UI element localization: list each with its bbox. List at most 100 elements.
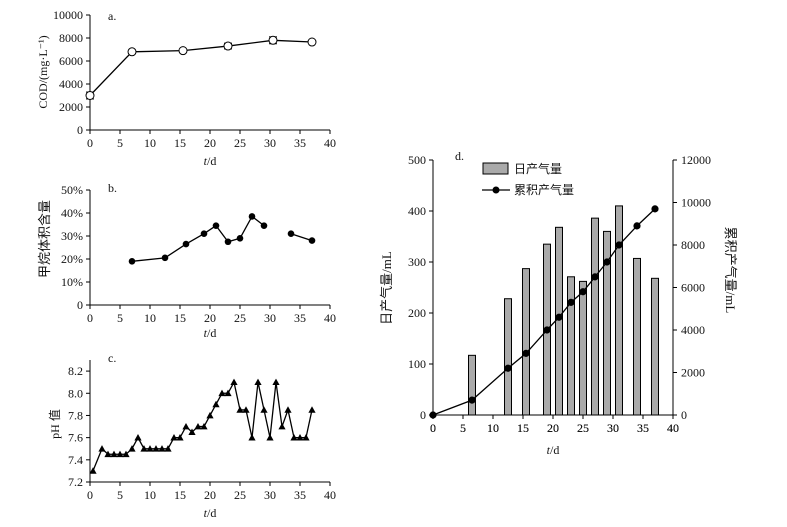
panel-c-data-point <box>254 378 262 386</box>
panel-a-x-tick-label: 20 <box>204 136 216 150</box>
panel-d-x-tick-label: 5 <box>460 421 466 435</box>
panel-d-y-tick-label: 300 <box>408 255 426 269</box>
panel-d-label: d. <box>455 149 464 163</box>
panel-c-x-tick-label: 5 <box>117 488 123 502</box>
panel-a-data-point <box>85 91 95 100</box>
panel-b-series-line <box>290 233 313 242</box>
panel-d-data-point <box>579 288 587 296</box>
panel-b-x-tick-label: 25 <box>234 311 246 325</box>
panel-d-bar <box>567 276 575 416</box>
panel-d-x-tick-label: 35 <box>637 421 649 435</box>
legend-line-label: 累积产气量 <box>514 182 574 197</box>
panel-d-right-x-tick-label: 40 <box>667 421 679 435</box>
panel-c-x-tick-label: 35 <box>294 488 306 502</box>
panel-c-data-point <box>140 445 148 452</box>
panel-c-data-point <box>98 445 106 452</box>
panel-a-xlabel: t/d <box>204 154 217 168</box>
panel-b-x-tick-label: 20 <box>204 311 216 325</box>
panel-d-ylabel-right: 累积产气量/mL <box>723 227 738 314</box>
panel-c-data-point <box>200 422 208 430</box>
panel-d-y-tick-label: 0 <box>420 408 426 422</box>
panel-c-x-tick-label: 20 <box>204 488 216 502</box>
panel-d-legend: 日产气量 累积产气量 <box>482 161 574 197</box>
panel-b-x-tick-label: 30 <box>264 311 276 325</box>
panel-c-data-point <box>284 406 292 413</box>
panel-a-cod-chart: a. COD/(mg·L⁻¹) t/d 0 5 10 15 20 25 30 35 40 0 200… <box>36 8 336 168</box>
panel-b-y-tick-label: 50% <box>61 183 83 197</box>
panel-b-data-point <box>161 254 169 262</box>
panel-d-data-point <box>633 222 641 230</box>
panel-a-y-tick-label: 4000 <box>59 77 83 91</box>
panel-c-data-point <box>260 406 268 413</box>
panel-d-data-point <box>522 349 530 357</box>
panel-c-data-point <box>230 378 238 386</box>
panel-d-bar <box>555 226 563 416</box>
panel-c-data-point <box>110 450 118 458</box>
panel-d-y-tick-label: 400 <box>408 204 426 218</box>
panel-c-x-tick-label: 15 <box>174 488 186 502</box>
panel-c-data-point <box>290 434 298 441</box>
panel-d-data-point <box>651 205 659 213</box>
panel-c-x-tick-label: 30 <box>264 488 276 502</box>
panel-d-data-point <box>555 313 563 321</box>
panel-a-x-tick-label: 0 <box>87 136 93 150</box>
panel-a-data-point <box>268 35 278 45</box>
panel-b-y-tick-label: 10% <box>61 275 83 289</box>
panel-d-x-tick-label: 15 <box>517 421 529 435</box>
panel-d-right-x-tick-label: 35 <box>637 421 649 435</box>
panel-d-right-y-tick-label: 10000 <box>681 196 711 210</box>
panel-b-x-tick-label: 0 <box>87 311 93 325</box>
panel-c-data-point <box>188 428 196 435</box>
panel-b-data-point <box>248 213 256 220</box>
panel-c-ylabel: pH 值 <box>47 409 62 439</box>
panel-c-data-point <box>152 445 160 452</box>
panel-d-right-y-tick-label: 2000 <box>681 366 705 380</box>
panel-a-data-point <box>223 41 233 51</box>
panel-a-y-tick-label: 10000 <box>53 8 83 22</box>
panel-c-data-point <box>89 467 97 474</box>
panel-a-x-tick-label: 35 <box>294 136 306 150</box>
panel-d-right-x-tick-label: 20 <box>547 421 559 435</box>
panel-a-data-point <box>178 46 188 56</box>
panel-d-right-x-tick-label: 30 <box>607 421 619 435</box>
panel-b-label: b. <box>108 181 117 195</box>
panel-d-bar <box>615 205 623 416</box>
panel-c-data-point <box>236 406 244 413</box>
panel-d-right-x-tick-label: 0 <box>430 421 436 435</box>
panel-b-data-point <box>224 238 232 246</box>
legend-line-marker <box>492 186 500 194</box>
panel-d-bar <box>591 217 599 416</box>
panel-b-x-tick-label: 5 <box>117 311 123 325</box>
panel-a-ylabel: COD/(mg·L⁻¹) <box>36 35 50 108</box>
panel-a-x-tick-label: 30 <box>264 136 276 150</box>
panel-c-data-point <box>158 445 166 452</box>
panel-c-y-tick-label: 8.2 <box>68 364 83 378</box>
panel-c-data-point <box>128 445 136 452</box>
panel-c-data-point <box>224 389 232 397</box>
panel-c-x-tick-label: 40 <box>324 488 336 502</box>
panel-b-data-point <box>287 230 295 237</box>
panel-c-data-point <box>164 445 172 452</box>
panel-a-series-line <box>89 39 313 96</box>
panel-d-bar <box>603 230 611 416</box>
panel-b-y-tick-label: 0 <box>77 298 83 312</box>
panel-d-bar <box>579 280 587 416</box>
panel-a-x-tick-label: 5 <box>117 136 123 150</box>
panel-a-x-tick-label: 10 <box>144 136 156 150</box>
panel-a-data-point <box>127 47 137 57</box>
panel-d-bar <box>468 354 476 416</box>
panel-d-x-tick-label: 10 <box>487 421 499 435</box>
panel-b-xlabel: t/d <box>204 326 217 340</box>
panel-b-x-tick-label: 40 <box>324 311 336 325</box>
panel-d-right-y-tick-label: 12000 <box>681 153 711 167</box>
panel-c-data-point <box>170 434 178 441</box>
panel-b-data-point <box>236 235 244 242</box>
panel-c-y-tick-label: 8.0 <box>68 386 83 400</box>
panel-b-data-point <box>182 240 190 248</box>
panel-c-data-point <box>116 450 124 458</box>
panel-c-data-point <box>278 422 286 430</box>
panel-c-data-point <box>176 434 184 441</box>
panel-c-ph-chart: c. pH 值 t/d 0 5 10 15 20 25 30 35 40 7.2 7.4 7.6 7.8… <box>47 351 336 520</box>
panel-c-data-point <box>134 434 142 441</box>
